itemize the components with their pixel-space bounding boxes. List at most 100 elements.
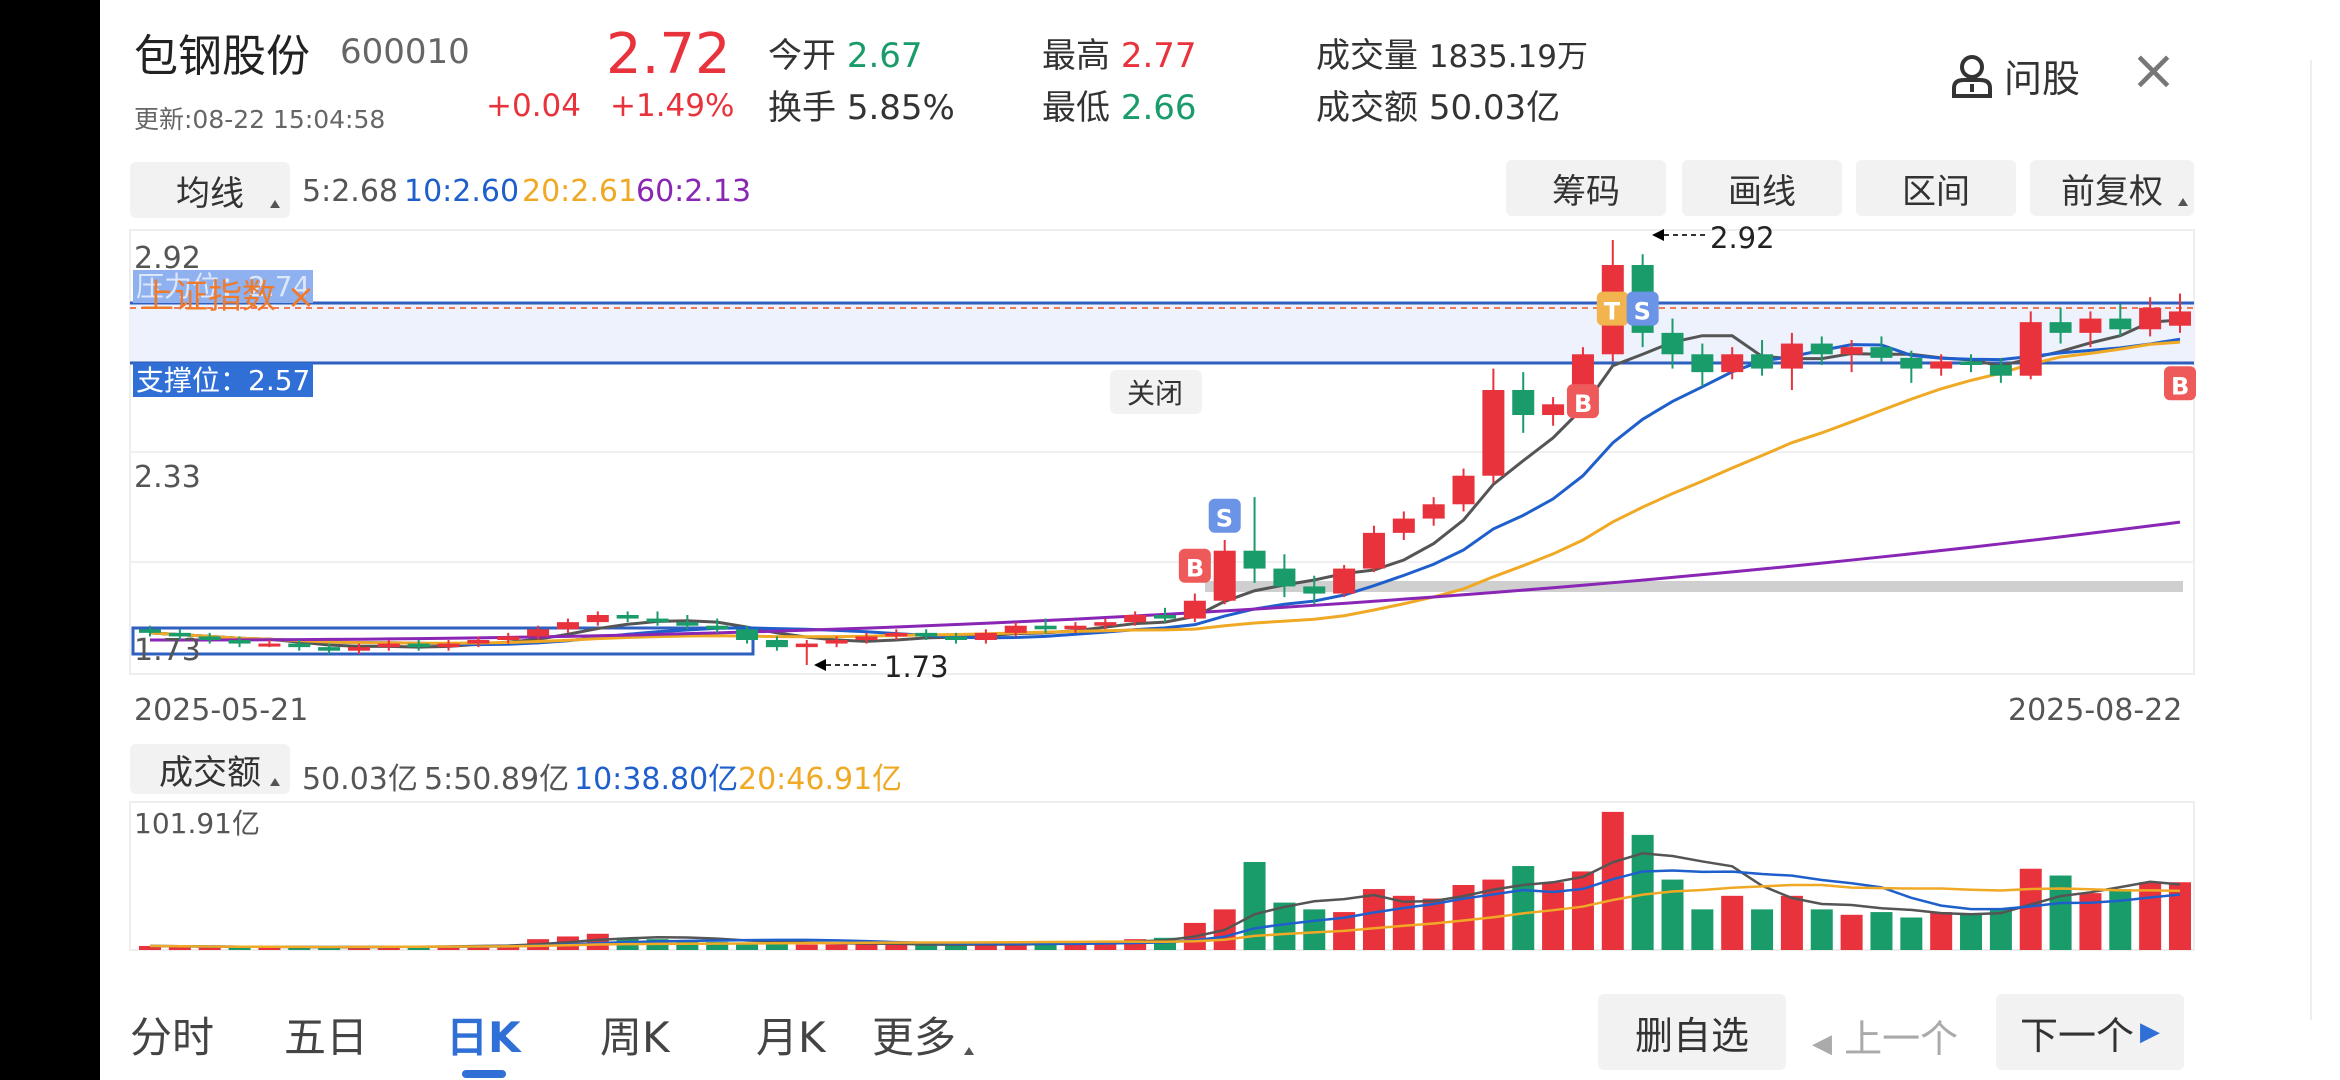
signal-badge xyxy=(2164,366,2196,401)
candle-body xyxy=(318,647,341,651)
volume-bar xyxy=(1512,866,1535,950)
ask-stock-label: 问股 xyxy=(2004,57,2081,101)
candle-body xyxy=(1840,347,1863,355)
tab-daily-k[interactable]: 日K xyxy=(446,1013,521,1062)
candle-body xyxy=(1989,365,2012,376)
high-quote: 最高 2.77 xyxy=(1042,28,1197,77)
volume-ma10-value: 10:38.80亿 xyxy=(574,762,739,797)
volume-bar xyxy=(736,943,759,950)
candle-body xyxy=(168,632,191,637)
price-low-label: 1.73 xyxy=(134,633,201,668)
candle-body xyxy=(1422,504,1445,519)
adjust-label: 前复权 xyxy=(2061,171,2163,212)
volume-bar xyxy=(139,945,161,950)
tab-five-day[interactable]: 五日 xyxy=(284,1013,369,1062)
candle-body xyxy=(258,643,281,647)
ma-selector-button[interactable]: 均线 xyxy=(130,162,290,218)
turnover-label: 换手 xyxy=(768,88,836,128)
candle-body xyxy=(2109,318,2132,330)
volume-bar xyxy=(825,944,848,950)
volume-bar xyxy=(1840,914,1863,950)
volume-bar xyxy=(1273,902,1296,950)
candle-body xyxy=(288,643,311,648)
candle-body xyxy=(1154,615,1176,619)
close-icon[interactable]: × xyxy=(2130,38,2177,103)
draw-line-button[interactable]: 画线 xyxy=(1682,160,1842,216)
candle-body xyxy=(2169,311,2191,326)
volume-bar xyxy=(1303,909,1326,950)
turnover-value: 5.85% xyxy=(846,88,955,128)
prev-stock-label: 上一个 xyxy=(1844,1017,1959,1061)
adjust-button[interactable]: 前复权 xyxy=(2030,160,2194,216)
candle-body xyxy=(228,640,251,644)
signal-label: T xyxy=(1604,298,1621,326)
range-button[interactable]: 区间 xyxy=(1856,160,2016,216)
date-end-label: 2025-08-22 xyxy=(2008,693,2182,728)
candle-body xyxy=(139,629,161,633)
candle-body xyxy=(1870,347,1893,358)
next-stock-button[interactable]: 下一个 ▶ xyxy=(1996,994,2184,1070)
volume-bar xyxy=(228,947,251,950)
volume-bar xyxy=(1900,917,1923,950)
signal-badge xyxy=(1626,291,1659,326)
volume-bar xyxy=(1392,895,1415,950)
volume-value: 1835.19万 xyxy=(1428,39,1589,75)
prev-stock-button[interactable]: ◀ 上一个 xyxy=(1812,1008,1958,1063)
candle-body xyxy=(825,640,848,644)
candle-body xyxy=(795,643,818,648)
volume-bars xyxy=(139,811,2191,950)
candle-body xyxy=(2019,322,2042,376)
candle-body xyxy=(974,632,997,640)
tab-more[interactable]: 更多 xyxy=(872,1004,975,1065)
min-arrow-icon xyxy=(814,659,826,671)
ask-stock-button[interactable]: 问股 xyxy=(1950,48,2080,103)
candle-body xyxy=(1333,568,1356,594)
candle-body xyxy=(1064,625,1087,630)
max-arrow-icon xyxy=(1652,229,1664,241)
stock-name: 包钢股份 xyxy=(134,31,310,82)
signal-label: S xyxy=(1634,298,1651,326)
app-screen: 包钢股份 600010 更新:08-22 15:04:58 2.72 +0.04… xyxy=(100,0,2340,1080)
candle-body xyxy=(377,643,400,648)
support-label: 支撑位：2.57 xyxy=(136,364,310,397)
candle-body xyxy=(198,636,221,640)
tab-timeshare[interactable]: 分时 xyxy=(130,1013,215,1062)
next-stock-label: 下一个 xyxy=(2019,1013,2134,1058)
candle-body xyxy=(1183,600,1206,619)
volume-ma5-value: 5:50.89亿 xyxy=(424,762,570,797)
volume-bar xyxy=(2109,889,2132,950)
remove-watchlist-button[interactable]: 删自选 xyxy=(1598,994,1786,1070)
volume-bar xyxy=(676,940,699,950)
volume-selector-button[interactable]: 成交额 xyxy=(130,744,290,794)
candle-body xyxy=(646,618,669,623)
current-price: 2.72 xyxy=(606,22,731,87)
volume-bar xyxy=(1870,912,1893,950)
tab-monthly-k[interactable]: 月K xyxy=(756,1013,826,1062)
dropdown-triangle-icon xyxy=(964,1047,975,1055)
close-overlay-button: 关闭 xyxy=(1127,377,1183,410)
dropdown-triangle-icon xyxy=(270,778,280,786)
volume-bar xyxy=(586,933,609,950)
candle-body xyxy=(1661,332,1684,355)
volume-ma-lines xyxy=(149,852,2181,949)
candle-body xyxy=(1273,568,1296,587)
dropdown-triangle-icon xyxy=(2178,198,2188,206)
volume-bar xyxy=(1810,909,1833,950)
ma20-value: 20:2.61 xyxy=(522,174,638,209)
candle-body xyxy=(497,636,520,640)
price-change-pct: +1.49% xyxy=(610,88,735,124)
turnover-quote: 换手 5.85% xyxy=(768,80,955,129)
volume-bar xyxy=(855,943,878,950)
volume-quote: 成交量 1835.19万 xyxy=(1316,28,1588,77)
volume-today-value: 50.03亿 xyxy=(302,762,418,797)
index-overlay-label: 上证指数 × xyxy=(140,277,315,317)
pressure-label-bg xyxy=(133,270,313,303)
candle-body xyxy=(1362,532,1385,569)
chips-button[interactable]: 筹码 xyxy=(1506,160,1666,216)
ma-lines xyxy=(149,318,2181,649)
tab-weekly-k[interactable]: 周K xyxy=(600,1013,670,1062)
candle-body xyxy=(1124,615,1147,623)
amount-value: 50.03亿 xyxy=(1428,88,1561,128)
volume-bar xyxy=(795,944,818,950)
